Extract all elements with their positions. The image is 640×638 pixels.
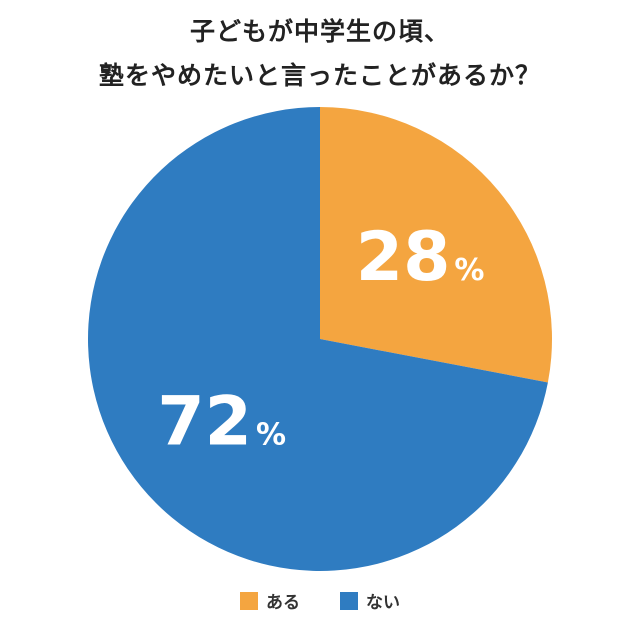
legend-item-aru: ある — [240, 588, 300, 613]
pie-slice-nai — [87, 107, 548, 571]
chart-title: 子どもが中学生の頃、 塾をやめたいと言ったことがあるか？ — [0, 10, 640, 98]
data-label-value-aru: 28 — [356, 218, 451, 297]
chart-title-line-2: 塾をやめたいと言ったことがあるか？ — [98, 61, 541, 90]
legend-item-nai: ない — [340, 588, 400, 613]
legend-swatch-aru — [240, 591, 258, 610]
legend-label-aru: ある — [266, 593, 300, 613]
legend: ある ない — [0, 588, 640, 613]
legend-swatch-nai — [340, 591, 358, 610]
legend-label-nai: ない — [366, 593, 400, 613]
pie-slice-aru — [320, 107, 552, 383]
data-label-unit-aru: % — [454, 253, 484, 288]
data-label-unit-nai: % — [256, 417, 286, 452]
chart-title-line-1: 子どもが中学生の頃、 — [189, 17, 450, 46]
data-label-value-nai: 72 — [157, 382, 252, 461]
data-label-nai: 72% — [157, 382, 286, 461]
data-label-aru: 28% — [356, 218, 485, 297]
